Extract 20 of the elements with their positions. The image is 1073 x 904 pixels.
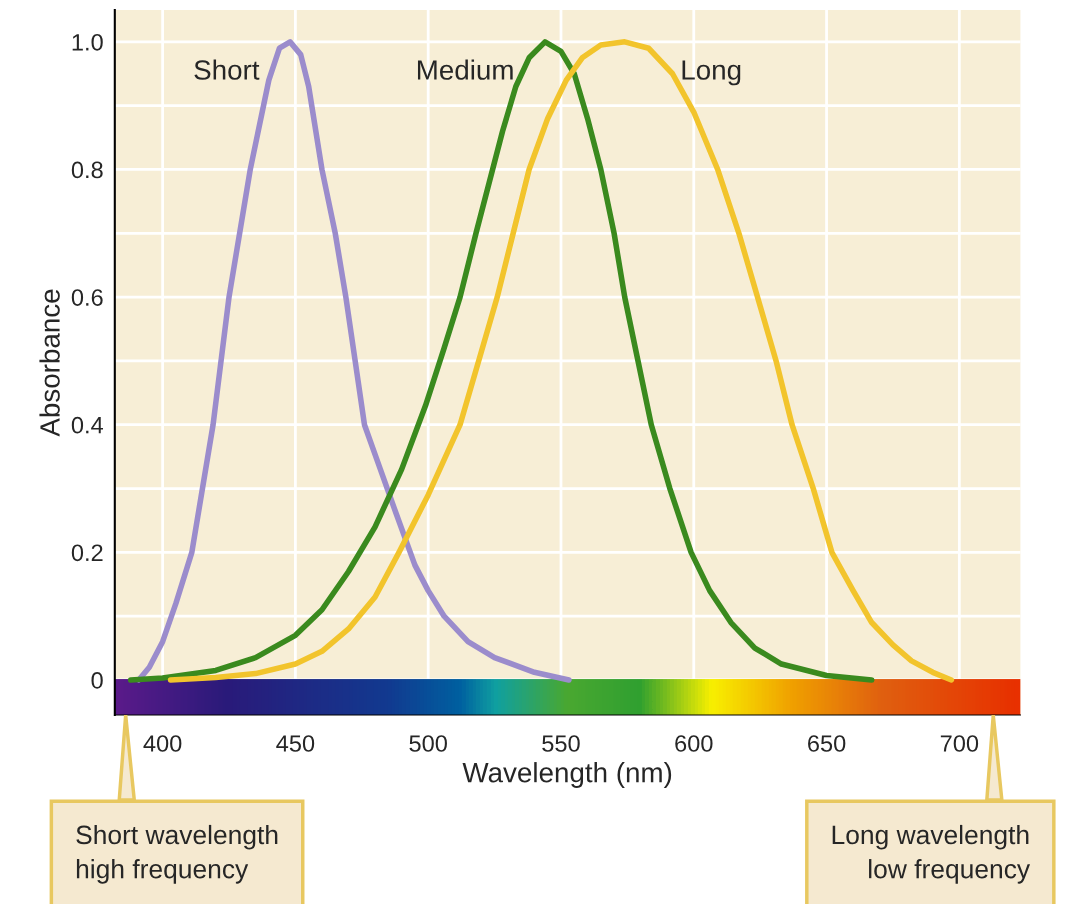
y-axis-title: Absorbance bbox=[39, 289, 60, 437]
series-label: Long bbox=[682, 60, 741, 86]
x-axis-title: Wavelength (nm) bbox=[462, 762, 672, 788]
y-tick-label: 0.6 bbox=[71, 289, 103, 306]
x-tick-label: 600 bbox=[675, 735, 713, 752]
x-tick-label: 450 bbox=[276, 735, 315, 752]
y-tick-label: 0.4 bbox=[71, 416, 104, 434]
series-label: Medium bbox=[417, 59, 513, 80]
text: Short wavelength high frequency bbox=[76, 824, 278, 884]
x-tick-label: 550 bbox=[542, 735, 580, 752]
x-tick-label: 700 bbox=[940, 735, 979, 752]
y-tick-label: 1.0 bbox=[72, 33, 103, 51]
y-tick-label: 0 bbox=[91, 672, 103, 689]
y-tick-label: 0.2 bbox=[71, 544, 103, 562]
x-tick-label: 500 bbox=[409, 735, 447, 752]
x-tick-label: 400 bbox=[143, 735, 182, 752]
x-tick-label: 650 bbox=[808, 735, 846, 752]
text: Long wavelength low frequency bbox=[832, 824, 1031, 884]
y-tick-label: 0.8 bbox=[71, 161, 103, 179]
series-label: Short bbox=[194, 59, 260, 80]
